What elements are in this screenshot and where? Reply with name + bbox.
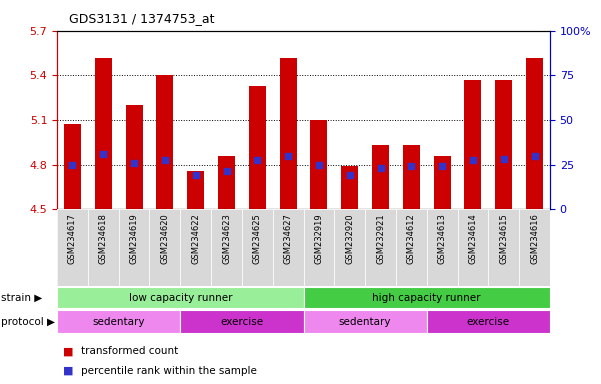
- Bar: [334, 209, 365, 286]
- Bar: [119, 209, 150, 286]
- Bar: [126, 105, 142, 209]
- Bar: [211, 209, 242, 286]
- Text: protocol ▶: protocol ▶: [1, 316, 55, 327]
- Text: GSM234616: GSM234616: [530, 213, 539, 264]
- Text: ■: ■: [63, 366, 73, 376]
- Bar: [57, 287, 304, 308]
- Text: GSM234614: GSM234614: [468, 213, 477, 264]
- Bar: [242, 209, 273, 286]
- Text: GSM234618: GSM234618: [99, 213, 108, 264]
- Bar: [403, 145, 419, 209]
- Point: [129, 160, 139, 166]
- Point: [68, 162, 78, 168]
- Point: [499, 156, 508, 162]
- Bar: [304, 287, 550, 308]
- Bar: [188, 170, 204, 209]
- Point: [529, 152, 539, 159]
- Bar: [427, 209, 457, 286]
- Point: [468, 157, 478, 163]
- Bar: [218, 156, 235, 209]
- Bar: [465, 80, 481, 209]
- Bar: [495, 80, 512, 209]
- Text: GSM232919: GSM232919: [314, 213, 323, 264]
- Bar: [311, 120, 328, 209]
- Bar: [64, 124, 81, 209]
- Text: exercise: exercise: [467, 316, 510, 327]
- Bar: [304, 310, 427, 333]
- Bar: [457, 209, 489, 286]
- Text: sedentary: sedentary: [339, 316, 391, 327]
- Bar: [396, 209, 427, 286]
- Bar: [279, 58, 296, 209]
- Text: GSM232920: GSM232920: [345, 213, 354, 264]
- Bar: [519, 209, 550, 286]
- Bar: [365, 209, 396, 286]
- Bar: [95, 58, 112, 209]
- Text: GSM234615: GSM234615: [499, 213, 508, 264]
- Bar: [249, 86, 266, 209]
- Bar: [180, 310, 304, 333]
- Bar: [526, 58, 543, 209]
- Bar: [88, 209, 119, 286]
- Point: [160, 157, 169, 163]
- Bar: [273, 209, 304, 286]
- Text: GDS3131 / 1374753_at: GDS3131 / 1374753_at: [69, 12, 215, 25]
- Text: GSM234620: GSM234620: [160, 213, 169, 264]
- Text: GSM234627: GSM234627: [284, 213, 293, 264]
- Bar: [57, 310, 180, 333]
- Text: percentile rank within the sample: percentile rank within the sample: [81, 366, 257, 376]
- Text: strain ▶: strain ▶: [1, 293, 43, 303]
- Text: high capacity runner: high capacity runner: [373, 293, 481, 303]
- Point: [376, 164, 385, 170]
- Bar: [341, 166, 358, 209]
- Bar: [304, 209, 334, 286]
- Bar: [489, 209, 519, 286]
- Point: [345, 172, 355, 178]
- Point: [99, 151, 108, 157]
- Text: GSM234612: GSM234612: [407, 213, 416, 264]
- Point: [252, 157, 262, 163]
- Point: [191, 172, 201, 178]
- Text: exercise: exercise: [221, 316, 263, 327]
- Text: GSM234619: GSM234619: [130, 213, 139, 264]
- Text: GSM234622: GSM234622: [191, 213, 200, 264]
- Bar: [57, 209, 88, 286]
- Bar: [150, 209, 180, 286]
- Text: GSM234613: GSM234613: [438, 213, 447, 264]
- Bar: [372, 145, 389, 209]
- Text: transformed count: transformed count: [81, 346, 178, 356]
- Text: GSM234623: GSM234623: [222, 213, 231, 264]
- Text: GSM232921: GSM232921: [376, 213, 385, 264]
- Point: [438, 163, 447, 169]
- Bar: [434, 156, 451, 209]
- Bar: [427, 310, 550, 333]
- Point: [222, 167, 231, 174]
- Text: ■: ■: [63, 346, 73, 356]
- Text: GSM234617: GSM234617: [68, 213, 77, 264]
- Text: sedentary: sedentary: [93, 316, 145, 327]
- Text: GSM234625: GSM234625: [253, 213, 262, 264]
- Text: low capacity runner: low capacity runner: [129, 293, 232, 303]
- Point: [406, 163, 416, 169]
- Point: [314, 162, 324, 168]
- Point: [283, 152, 293, 159]
- Bar: [180, 209, 211, 286]
- Bar: [156, 75, 173, 209]
